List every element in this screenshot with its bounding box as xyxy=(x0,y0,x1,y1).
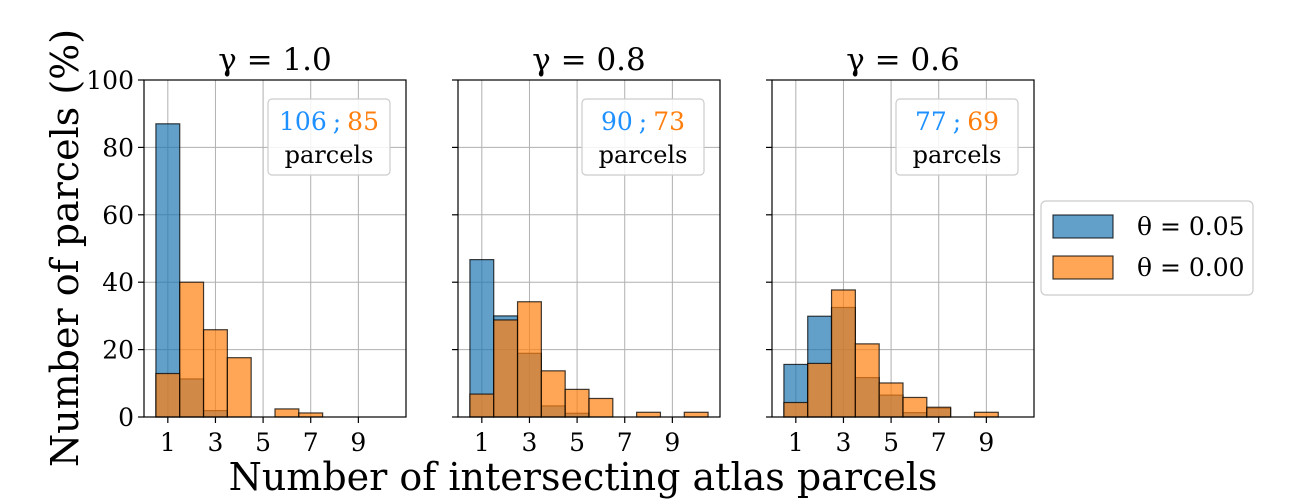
bar xyxy=(202,329,228,418)
y-axis-label: Number of parcels (%) xyxy=(43,29,87,467)
x-tick-label: 9 xyxy=(664,428,680,457)
count-theta-000: 73 xyxy=(653,107,685,136)
subplot-title: γ = 0.8 xyxy=(532,42,646,78)
axes-frame xyxy=(457,79,721,418)
bar xyxy=(636,411,662,418)
y-tick-label: 20 xyxy=(102,336,134,365)
bar xyxy=(973,411,999,418)
count-separator: ; xyxy=(639,107,647,136)
legend: θ = 0.05 θ = 0.00 xyxy=(1040,200,1254,296)
bar xyxy=(854,343,880,418)
count-theta-005: 106 xyxy=(279,107,327,136)
subplot-2: 1 3 5 7 9 γ = 0.8 90; 73 parcels xyxy=(452,42,721,457)
x-tick-label: 7 xyxy=(617,428,633,457)
y-tick-label: 80 xyxy=(102,133,134,162)
bar xyxy=(807,362,833,418)
counts-box xyxy=(895,98,1019,176)
axes-frame xyxy=(143,79,407,418)
counts-caption: parcels xyxy=(285,141,374,169)
x-tick-label: 5 xyxy=(569,428,585,457)
x-tick-label: 5 xyxy=(883,428,899,457)
bar xyxy=(155,372,181,418)
bar xyxy=(493,319,519,418)
x-tick-label: 3 xyxy=(836,428,852,457)
bar xyxy=(469,259,495,418)
axes-frame xyxy=(771,79,1035,418)
y-tick-label: 40 xyxy=(102,268,134,297)
bar xyxy=(226,357,252,418)
x-tick-label: 1 xyxy=(160,428,176,457)
subplot-title: γ = 1.0 xyxy=(218,42,332,78)
x-tick-label: 3 xyxy=(208,428,224,457)
count-theta-005: 90 xyxy=(601,107,633,136)
legend-label: θ = 0.00 xyxy=(1137,253,1245,282)
bar xyxy=(540,370,566,418)
x-tick-label: 7 xyxy=(931,428,947,457)
subplot-1: 1 3 5 7 9 0 20 40 60 80 100 γ = 1.0 106; 85 parcels xyxy=(86,42,407,457)
bar xyxy=(588,397,614,418)
bar xyxy=(564,388,590,418)
legend-label: θ = 0.05 xyxy=(1137,212,1245,241)
bar xyxy=(902,396,928,418)
counts-box xyxy=(581,98,705,176)
count-separator: ; xyxy=(333,107,341,136)
counts-caption: parcels xyxy=(599,141,688,169)
bar xyxy=(783,401,809,418)
bar xyxy=(274,408,300,418)
bar xyxy=(926,406,952,418)
x-tick-label: 5 xyxy=(255,428,271,457)
bar xyxy=(683,411,709,418)
y-tick-label: 100 xyxy=(86,66,134,95)
bar xyxy=(516,301,542,418)
counts-line: 90; 73 xyxy=(601,107,685,136)
counts-box xyxy=(267,98,391,176)
bar xyxy=(469,393,495,418)
x-tick-label: 1 xyxy=(788,428,804,457)
counts-caption: parcels xyxy=(913,141,1002,169)
bar xyxy=(878,382,904,418)
bar xyxy=(298,412,324,418)
bar xyxy=(179,281,205,418)
y-tick-label: 60 xyxy=(102,201,134,230)
legend-swatch xyxy=(1052,214,1114,239)
bar xyxy=(830,289,856,418)
x-tick-label: 9 xyxy=(350,428,366,457)
x-tick-label: 1 xyxy=(474,428,490,457)
legend-swatch xyxy=(1052,255,1114,280)
x-tick-label: 3 xyxy=(522,428,538,457)
count-theta-000: 69 xyxy=(967,107,999,136)
counts-line: 106; 85 xyxy=(279,107,379,136)
subplot-3: 1 3 5 7 9 γ = 0.6 77; 69 parcels xyxy=(766,42,1035,457)
y-tick-label: 0 xyxy=(118,403,134,432)
subplot-title: γ = 0.6 xyxy=(846,42,960,78)
x-tick-label: 7 xyxy=(303,428,319,457)
x-tick-label: 9 xyxy=(978,428,994,457)
count-separator: ; xyxy=(953,107,961,136)
x-axis-label: Number of intersecting atlas parcels xyxy=(229,455,938,499)
count-theta-005: 77 xyxy=(915,107,947,136)
counts-line: 77; 69 xyxy=(915,107,999,136)
count-theta-000: 85 xyxy=(347,107,379,136)
